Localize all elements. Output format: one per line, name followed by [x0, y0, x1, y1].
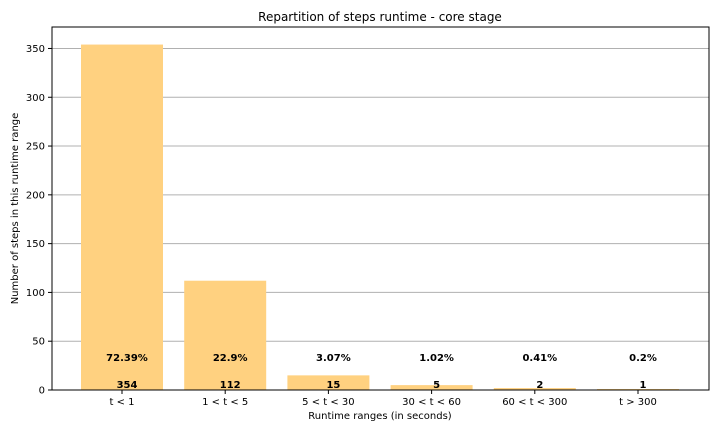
x-tick-label: 30 < t < 60	[402, 397, 461, 408]
y-tick-label: 100	[26, 288, 45, 299]
y-tick-label: 250	[26, 142, 45, 153]
plot-frame	[51, 26, 710, 391]
y-tick-label: 200	[26, 190, 45, 201]
y-tick-label: 0	[39, 386, 45, 397]
percent-label: 3.07%	[316, 353, 351, 364]
count-label: 1	[640, 380, 647, 391]
bars	[81, 44, 679, 391]
count-label: 112	[220, 380, 241, 391]
x-tick-label: t > 300	[619, 397, 657, 408]
x-tick-label: 5 < t < 30	[302, 397, 354, 408]
count-label: 2	[536, 380, 543, 391]
bar	[287, 375, 370, 390]
y-tick-label: 350	[26, 44, 45, 55]
bar	[390, 385, 473, 390]
count-label: 15	[326, 380, 340, 391]
percent-labels: 72.39% 22.9% 3.07% 1.02% 0.41% 0.2%	[106, 353, 657, 364]
x-axis-ticks: t < 1 1 < t < 5 5 < t < 30 30 < t < 60 60 < …	[109, 390, 657, 408]
x-axis-label: Runtime ranges (in seconds)	[308, 411, 451, 422]
x-tick-label: 60 < t < 300	[502, 397, 567, 408]
bar	[184, 280, 267, 390]
x-tick-label: t < 1	[109, 397, 134, 408]
percent-label: 1.02%	[419, 353, 454, 364]
y-axis-label: Number of steps in this runtime range	[10, 113, 21, 305]
y-tick-label: 50	[32, 337, 45, 348]
count-labels: 354 112 15 5 2 1	[117, 380, 647, 391]
bar	[493, 388, 576, 390]
y-tick-label: 150	[26, 239, 45, 250]
y-tick-label: 300	[26, 93, 45, 104]
percent-label: 22.9%	[213, 353, 248, 364]
count-label: 354	[117, 380, 138, 391]
x-tick-label: 1 < t < 5	[202, 397, 248, 408]
y-axis-ticks: 0 50 100 150 200 250 300 350	[26, 44, 52, 397]
bar	[81, 44, 163, 391]
chart-title: Repartition of steps runtime - core stag…	[258, 10, 502, 24]
percent-label: 72.39%	[106, 353, 148, 364]
percent-label: 0.2%	[629, 353, 657, 364]
count-label: 5	[433, 380, 440, 391]
percent-label: 0.41%	[522, 353, 557, 364]
